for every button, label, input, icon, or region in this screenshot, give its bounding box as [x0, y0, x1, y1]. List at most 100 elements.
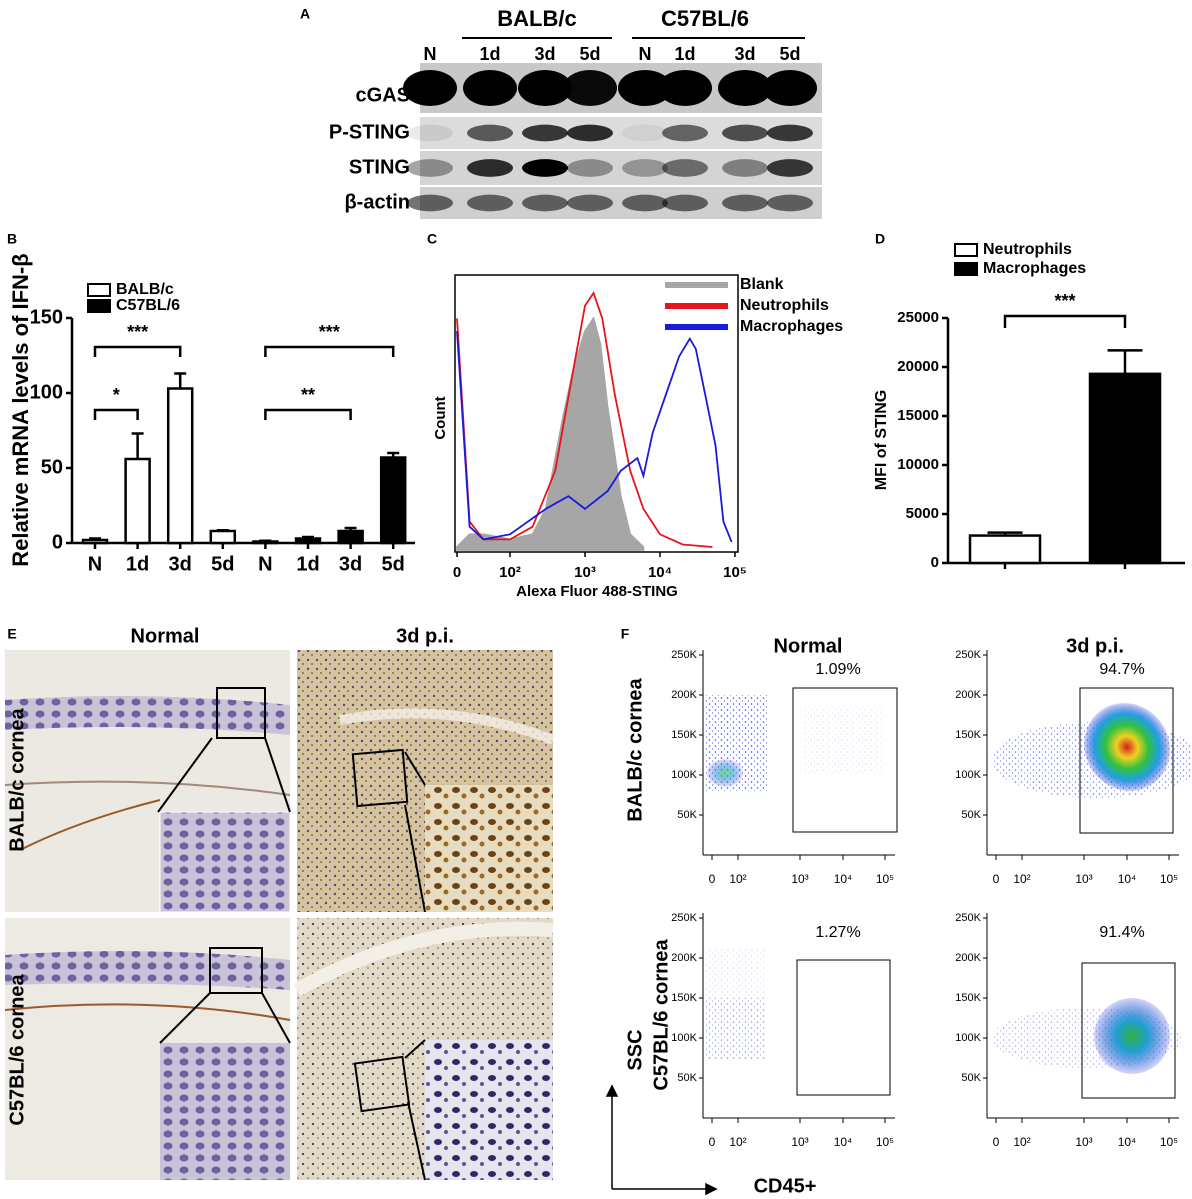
- y-tick-label: 15000: [897, 407, 939, 424]
- y-tick-label: 100K: [955, 1032, 981, 1044]
- gap: [293, 921, 554, 997]
- y-tick-label: 0: [52, 531, 63, 553]
- band: [467, 124, 513, 142]
- band: [522, 194, 568, 212]
- x-tick-label: 10⁵: [876, 872, 894, 886]
- row-label: C57BL/6 cornea: [6, 974, 28, 1126]
- band: [722, 159, 768, 177]
- x-axis-label: Alexa Fluor 488-STING: [516, 583, 678, 600]
- significance-label: *: [113, 385, 120, 405]
- x-tick-label: 10³: [791, 872, 808, 886]
- x-tick-label: 10⁴: [648, 564, 672, 581]
- zoom-line: [261, 992, 291, 1044]
- histogram-line: [456, 331, 733, 543]
- event-density: [1083, 702, 1171, 792]
- legend-swatch: [87, 283, 111, 297]
- y-tick-label: 250K: [955, 649, 981, 661]
- gate-percentage: 1.09%: [815, 661, 860, 678]
- band: [467, 194, 513, 212]
- plot-frame: [454, 274, 739, 553]
- band: [722, 124, 768, 142]
- band: [563, 70, 617, 106]
- lane-label: N: [424, 44, 437, 64]
- y-tick-label: 100K: [671, 1032, 697, 1044]
- legend-label: Macrophages: [983, 260, 1086, 277]
- zoom-box: [351, 748, 409, 808]
- legend-swatch: [954, 243, 978, 257]
- epithelium: [5, 951, 290, 990]
- y-tick-label: 150: [30, 306, 63, 328]
- legend-swatch: [954, 262, 978, 276]
- significance-bracket: [93, 408, 139, 420]
- x-tick-label: 10²: [1013, 1135, 1030, 1149]
- bar: [252, 540, 279, 545]
- lane-label: 3d: [734, 44, 755, 64]
- gate: [1081, 962, 1176, 1099]
- legend-swatch: [87, 299, 111, 313]
- panel-label: B: [7, 231, 17, 247]
- stain: [19, 799, 161, 851]
- gate: [796, 959, 891, 1096]
- x-tick-label: 1d: [296, 553, 319, 575]
- x-tick-label: 10²: [499, 564, 521, 581]
- band: [463, 70, 517, 106]
- band: [522, 124, 568, 142]
- arrowhead: [705, 1182, 718, 1196]
- y-tick-label: 0: [931, 554, 939, 571]
- zoom-box: [353, 1055, 411, 1113]
- gate: [1079, 687, 1174, 834]
- y-tick-label: 5000: [906, 505, 939, 522]
- lane-label: 5d: [579, 44, 600, 64]
- x-tick-label: 10⁵: [876, 1135, 894, 1149]
- zoom-line: [264, 737, 291, 813]
- significance-bracket: [264, 408, 352, 420]
- lane-label: 3d: [534, 44, 555, 64]
- event-density: [1094, 998, 1170, 1074]
- x-tick-label: 5d: [382, 553, 405, 575]
- significance-label: ***: [319, 322, 340, 342]
- x-tick-label: 5d: [211, 553, 234, 575]
- y-tick-label: 150K: [955, 729, 981, 741]
- band: [658, 70, 712, 106]
- bar: [209, 529, 237, 545]
- row-label: BALB/c cornea: [624, 677, 646, 821]
- x-tick-label: 3d: [169, 553, 192, 575]
- zoom-line: [404, 751, 426, 786]
- zoom-line: [159, 992, 211, 1044]
- x-tick-label: 10⁴: [1118, 1135, 1137, 1149]
- y-tick-label: 100K: [955, 769, 981, 781]
- gap: [339, 708, 555, 745]
- row-label: BALB/c cornea: [6, 707, 28, 851]
- band: [662, 194, 708, 212]
- bar: [294, 537, 322, 545]
- band: [662, 124, 708, 142]
- y-tick-label: 100K: [671, 769, 697, 781]
- y-axis-label: Count: [432, 396, 449, 439]
- band: [622, 124, 668, 142]
- x-tick-label: 10²: [729, 1135, 746, 1149]
- band: [662, 159, 708, 177]
- band: [567, 194, 613, 212]
- legend-label: BALB/c: [116, 281, 174, 298]
- legend-label: C57BL/6: [116, 297, 180, 314]
- x-tick-label: N: [88, 553, 102, 575]
- x-tick-label: 10⁴: [1118, 872, 1137, 886]
- row-label: cGAS: [356, 84, 410, 106]
- x-tick-label: 0: [709, 872, 716, 886]
- x-tick-label: 10³: [574, 564, 596, 581]
- band: [567, 159, 613, 177]
- row-label: β-actin: [344, 191, 410, 213]
- y-tick-label: 50K: [677, 809, 697, 821]
- band: [522, 159, 568, 177]
- y-tick-label: 50K: [961, 809, 981, 821]
- panel-label: C: [427, 231, 437, 247]
- significance-bracket: [264, 345, 395, 357]
- y-axis-label: MFI of STING: [873, 390, 890, 490]
- bar: [968, 534, 1042, 565]
- band: [767, 124, 813, 142]
- x-tick-label: 10⁵: [723, 564, 747, 581]
- bar: [379, 456, 407, 545]
- band: [618, 70, 672, 106]
- significance-label: ***: [1054, 291, 1075, 311]
